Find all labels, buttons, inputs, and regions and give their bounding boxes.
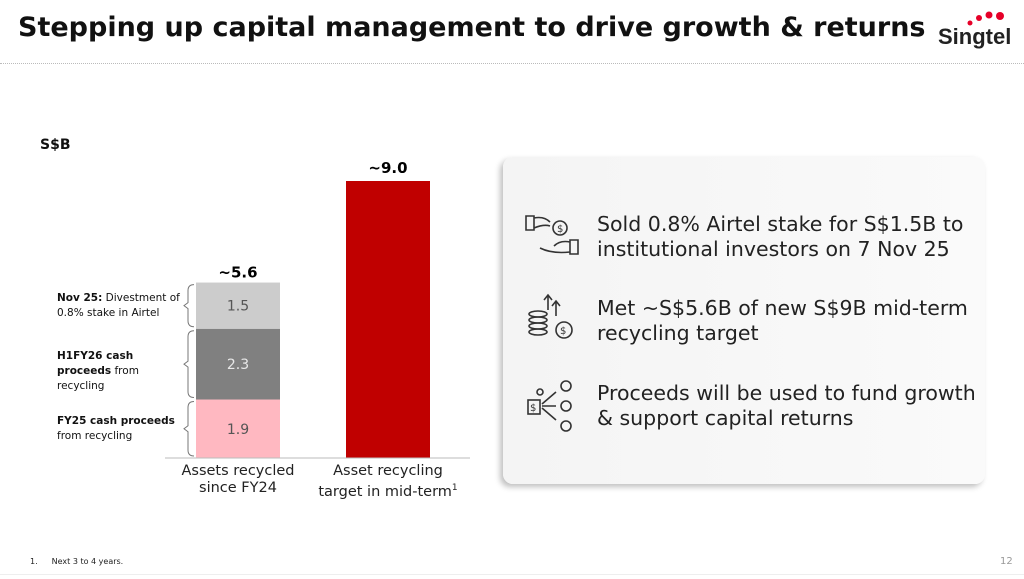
footnote: 1. Next 3 to 4 years. <box>30 557 123 566</box>
footnote-text: Next 3 to 4 years. <box>51 557 124 566</box>
hand-money-icon: $ <box>525 215 579 255</box>
series-description: from recycling <box>57 429 133 442</box>
bracket <box>183 284 195 328</box>
series-description: Divestment of 0.8% stake in Airtel <box>57 291 180 319</box>
segment-label: 1.9 <box>227 422 249 438</box>
bracket <box>183 330 195 399</box>
page-number: 12 <box>1000 556 1013 567</box>
svg-text:$: $ <box>530 403 536 414</box>
highlight-text: Met ~S$5.6B of new S$9B mid-term recycli… <box>597 296 968 345</box>
total-label: ~9.0 <box>368 159 407 177</box>
bottom-rule <box>0 574 1024 575</box>
highlight-panel <box>503 157 985 484</box>
footnote-marker: 1 <box>451 483 458 493</box>
segment-label: 1.5 <box>227 299 249 315</box>
category-text: Asset recycling target in mid-term <box>318 463 452 500</box>
svg-text:$: $ <box>557 224 563 235</box>
chart: 1.9 2.3 1.5 ~5.6 ~9.0 <box>165 159 470 459</box>
bar-segment <box>346 181 430 458</box>
highlight-text: Sold 0.8% Airtel stake for S$1.5B to ins… <box>597 212 964 261</box>
series-name: FY25 cash proceeds <box>57 414 175 427</box>
bracket <box>183 401 195 457</box>
series-annotation: FY25 cash proceeds from recycling <box>57 414 185 444</box>
highlight-text: Proceeds will be used to fund growth & s… <box>597 381 976 430</box>
svg-text:$: $ <box>560 326 566 337</box>
series-annotation: Nov 25: Divestment of 0.8% stake in Airt… <box>57 291 185 321</box>
unit-label: S$B <box>40 137 71 153</box>
series-description: from recycling <box>57 365 139 393</box>
divider <box>0 63 1024 64</box>
series-name: H1FY26 cash proceeds <box>57 350 134 378</box>
logo: Singtel <box>938 24 1012 49</box>
category-label: Asset recycling target in mid-term1 <box>310 463 466 501</box>
segment-label: 2.3 <box>227 357 249 373</box>
bar-segment <box>196 399 280 458</box>
bar-segment <box>196 282 280 329</box>
distribution-icon: $ <box>527 380 572 432</box>
icons: $ $ $ <box>525 215 579 432</box>
total-label: ~5.6 <box>218 264 257 282</box>
footnote-number: 1. <box>30 557 38 566</box>
coins-growth-icon: $ <box>528 293 573 339</box>
category-text: Assets recycled since FY24 <box>181 463 295 496</box>
series-annotation: H1FY26 cash proceeds from recycling <box>57 349 185 394</box>
slide-title: Stepping up capital management to drive … <box>18 12 926 43</box>
category-label: Assets recycled since FY24 <box>160 463 316 497</box>
series-name: Nov 25: <box>57 291 103 304</box>
bar-segment <box>196 328 280 400</box>
logo-dots <box>967 11 1004 26</box>
